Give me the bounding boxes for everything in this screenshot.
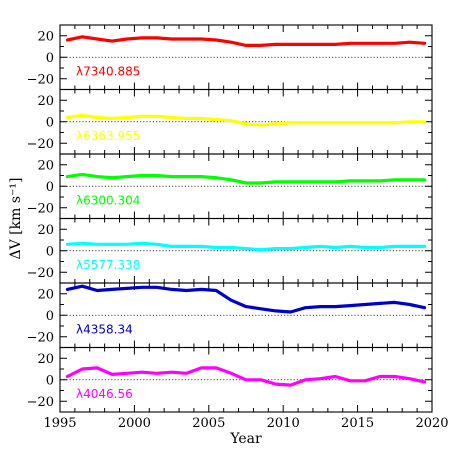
y-tick-label: 0 xyxy=(46,180,54,195)
y-tick-label: −20 xyxy=(27,266,54,281)
series-line xyxy=(65,241,427,252)
panel-label: λ7340.885 xyxy=(76,65,140,79)
panel-frame xyxy=(59,346,433,413)
y-tick-label: 0 xyxy=(46,309,54,324)
x-tick-label: 2000 xyxy=(118,416,151,431)
series-line xyxy=(65,172,427,185)
y-tick-label: 20 xyxy=(37,223,54,238)
y-tick-label: 20 xyxy=(37,352,54,367)
series-line xyxy=(65,35,427,48)
y-tick-label: 0 xyxy=(46,373,54,388)
x-axis-title: Year xyxy=(229,431,262,447)
series-line xyxy=(65,284,427,314)
panel-label: λ6363.955 xyxy=(76,129,140,143)
y-tick-label: 0 xyxy=(46,51,54,66)
y-tick-label: −20 xyxy=(27,137,54,152)
y-tick-label: −20 xyxy=(27,395,54,410)
y-tick-label: 20 xyxy=(37,29,54,44)
panel-label: λ4046.56 xyxy=(76,387,133,401)
series-line xyxy=(65,113,427,127)
x-tick-label: 2010 xyxy=(267,416,300,431)
y-tick-label: −20 xyxy=(27,72,54,87)
y-axis-title: ΔV [km s⁻¹] xyxy=(8,178,24,260)
panel-label: λ4358.34 xyxy=(76,323,133,337)
x-tick-label: 2020 xyxy=(415,416,448,431)
y-tick-label: 0 xyxy=(46,115,54,130)
series-line xyxy=(65,366,427,387)
x-tick-label: 2005 xyxy=(192,416,225,431)
x-tick-label: 1995 xyxy=(43,416,76,431)
panel-label: λ5577.338 xyxy=(76,258,140,272)
y-tick-label: −20 xyxy=(27,201,54,216)
y-tick-label: 20 xyxy=(37,94,54,109)
y-tick-label: 20 xyxy=(37,287,54,302)
x-tick-label: 2015 xyxy=(341,416,374,431)
y-tick-label: 0 xyxy=(46,244,54,259)
y-tick-label: 20 xyxy=(37,158,54,173)
y-tick-label: −20 xyxy=(27,330,54,345)
panel-label: λ6300.304 xyxy=(76,194,140,208)
